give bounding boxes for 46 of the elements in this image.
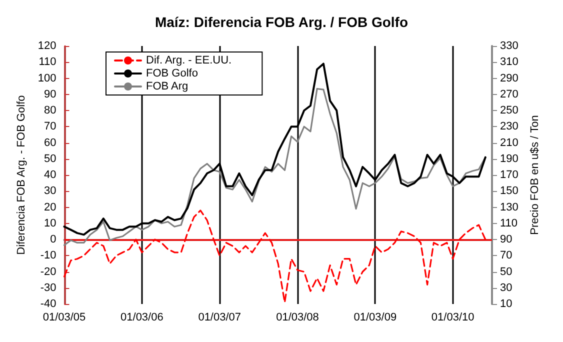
y2-tick-label: 130 xyxy=(500,201,518,214)
y-tick-label: 70 xyxy=(44,120,56,133)
y-tick-label: -10 xyxy=(40,250,56,262)
y-tick-label: 110 xyxy=(38,56,56,68)
y2-tick-label: 70 xyxy=(500,250,512,262)
y2-tick-label: 290 xyxy=(500,72,518,84)
y-tick-label: 90 xyxy=(44,88,56,100)
x-tick-label: 01/03/06 xyxy=(120,312,164,324)
y2-tick-label: 310 xyxy=(500,56,518,68)
y-tick-label: 80 xyxy=(44,104,56,116)
y-tick-label: 60 xyxy=(44,136,56,149)
y2-tick-label: 170 xyxy=(500,169,518,181)
y2-tick-label: 150 xyxy=(500,185,518,198)
y-tick-label: 100 xyxy=(38,72,56,84)
y-tick-label: -30 xyxy=(40,282,56,294)
x-tick-label: 01/03/05 xyxy=(42,312,86,324)
y2-tick-label: 210 xyxy=(500,136,518,149)
y2-tick-label: 190 xyxy=(500,152,518,165)
y2-tick-label: 50 xyxy=(500,266,512,278)
y2-tick-label: 30 xyxy=(500,282,512,294)
y-tick-label: 30 xyxy=(44,185,56,198)
x-tick-label: 01/03/08 xyxy=(276,312,319,324)
legend-label: FOB Arg xyxy=(146,80,188,92)
y2-tick-label: 230 xyxy=(500,120,518,133)
y-tick-label: 10 xyxy=(44,217,56,230)
y-tick-label: 40 xyxy=(44,169,56,181)
y2-tick-label: 270 xyxy=(500,88,518,100)
y2-tick-label: 250 xyxy=(500,104,518,116)
legend-label: FOB Golfo xyxy=(146,68,198,80)
y2-tick-label: 10 xyxy=(500,298,512,310)
y2-tick-label: 330 xyxy=(500,40,518,52)
y-tick-label: 120 xyxy=(38,40,56,52)
y-tick-label: -20 xyxy=(40,266,56,278)
y-tick-label: 20 xyxy=(44,201,56,214)
y-tick-label: -40 xyxy=(40,298,56,310)
chart-title: Maíz: Diferencia FOB Arg. / FOB Golfo xyxy=(154,14,408,30)
x-tick-label: 01/03/07 xyxy=(198,312,242,324)
y-tick-label: 50 xyxy=(44,152,56,165)
y2-axis-title: Precio FOB en u$s / Ton xyxy=(528,115,541,235)
y-axis-title: Diferencia FOB Arg. - FOB Golfo xyxy=(16,95,28,255)
y-tick-label: 0 xyxy=(50,234,56,246)
x-tick-label: 01/03/09 xyxy=(354,312,397,324)
y2-tick-label: 110 xyxy=(500,217,518,230)
legend-label: Dif. Arg. - EE.UU. xyxy=(146,54,232,66)
y2-tick-label: 90 xyxy=(500,234,512,246)
x-tick-label: 01/03/10 xyxy=(431,312,474,324)
